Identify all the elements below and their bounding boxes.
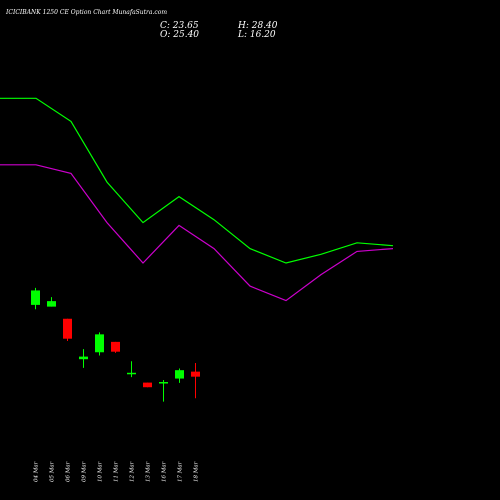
x-tick-label: 13 Mar: [146, 461, 152, 482]
candle-body: [111, 341, 120, 352]
candle-09-mar: [79, 349, 88, 368]
candle-body: [79, 356, 88, 360]
candle-17-mar: [175, 368, 184, 383]
candle-body: [159, 382, 168, 384]
x-tick-label: 18 Mar: [194, 461, 200, 482]
candle-body: [191, 371, 200, 377]
candle-06-mar: [63, 318, 72, 341]
candle-body: [175, 370, 184, 379]
x-tick-label: 04 Mar: [34, 461, 40, 482]
high-value: H: 28.40: [237, 21, 278, 31]
open-value: O: 25.40: [160, 30, 199, 40]
x-tick-label: 09 Mar: [82, 461, 88, 482]
x-tick-label: 12 Mar: [130, 461, 136, 482]
x-tick-label: 05 Mar: [50, 461, 56, 482]
candlesticks: [31, 287, 200, 402]
x-tick-label: 11 Mar: [114, 461, 120, 482]
upper-band-line: [0, 97, 394, 264]
x-tick-label: 06 Mar: [66, 461, 72, 482]
candle-18-mar: [191, 362, 200, 399]
candle-11-mar: [111, 341, 120, 353]
candle-body: [127, 372, 136, 375]
lower-band-line: [0, 164, 394, 302]
candle-12-mar: [127, 361, 136, 378]
low-value: L: 16.20: [237, 30, 276, 40]
overlay-lines: [0, 97, 394, 302]
candle-05-mar: [47, 297, 56, 307]
x-tick-label: 10 Mar: [98, 461, 104, 482]
candle-body: [95, 334, 104, 353]
candle-body: [31, 290, 40, 305]
candle-13-mar: [143, 382, 152, 388]
candle-body: [63, 318, 72, 339]
candle-body: [143, 382, 152, 388]
x-tick-label: 16 Mar: [162, 461, 168, 482]
x-axis-ticks: 04 Mar 05 Mar 06 Mar 09 Mar 10 Mar 11 Mar 12 M…: [34, 461, 200, 482]
chart-title: ICICIBANK 1250 CE Option Chart MunafaSut…: [5, 9, 167, 16]
candle-body: [47, 301, 56, 307]
candle-10-mar: [95, 332, 104, 356]
x-tick-label: 17 Mar: [178, 461, 184, 482]
close-value: C: 23.65: [160, 21, 199, 31]
candle-16-mar: [159, 380, 168, 402]
candle-04-mar: [31, 287, 40, 310]
